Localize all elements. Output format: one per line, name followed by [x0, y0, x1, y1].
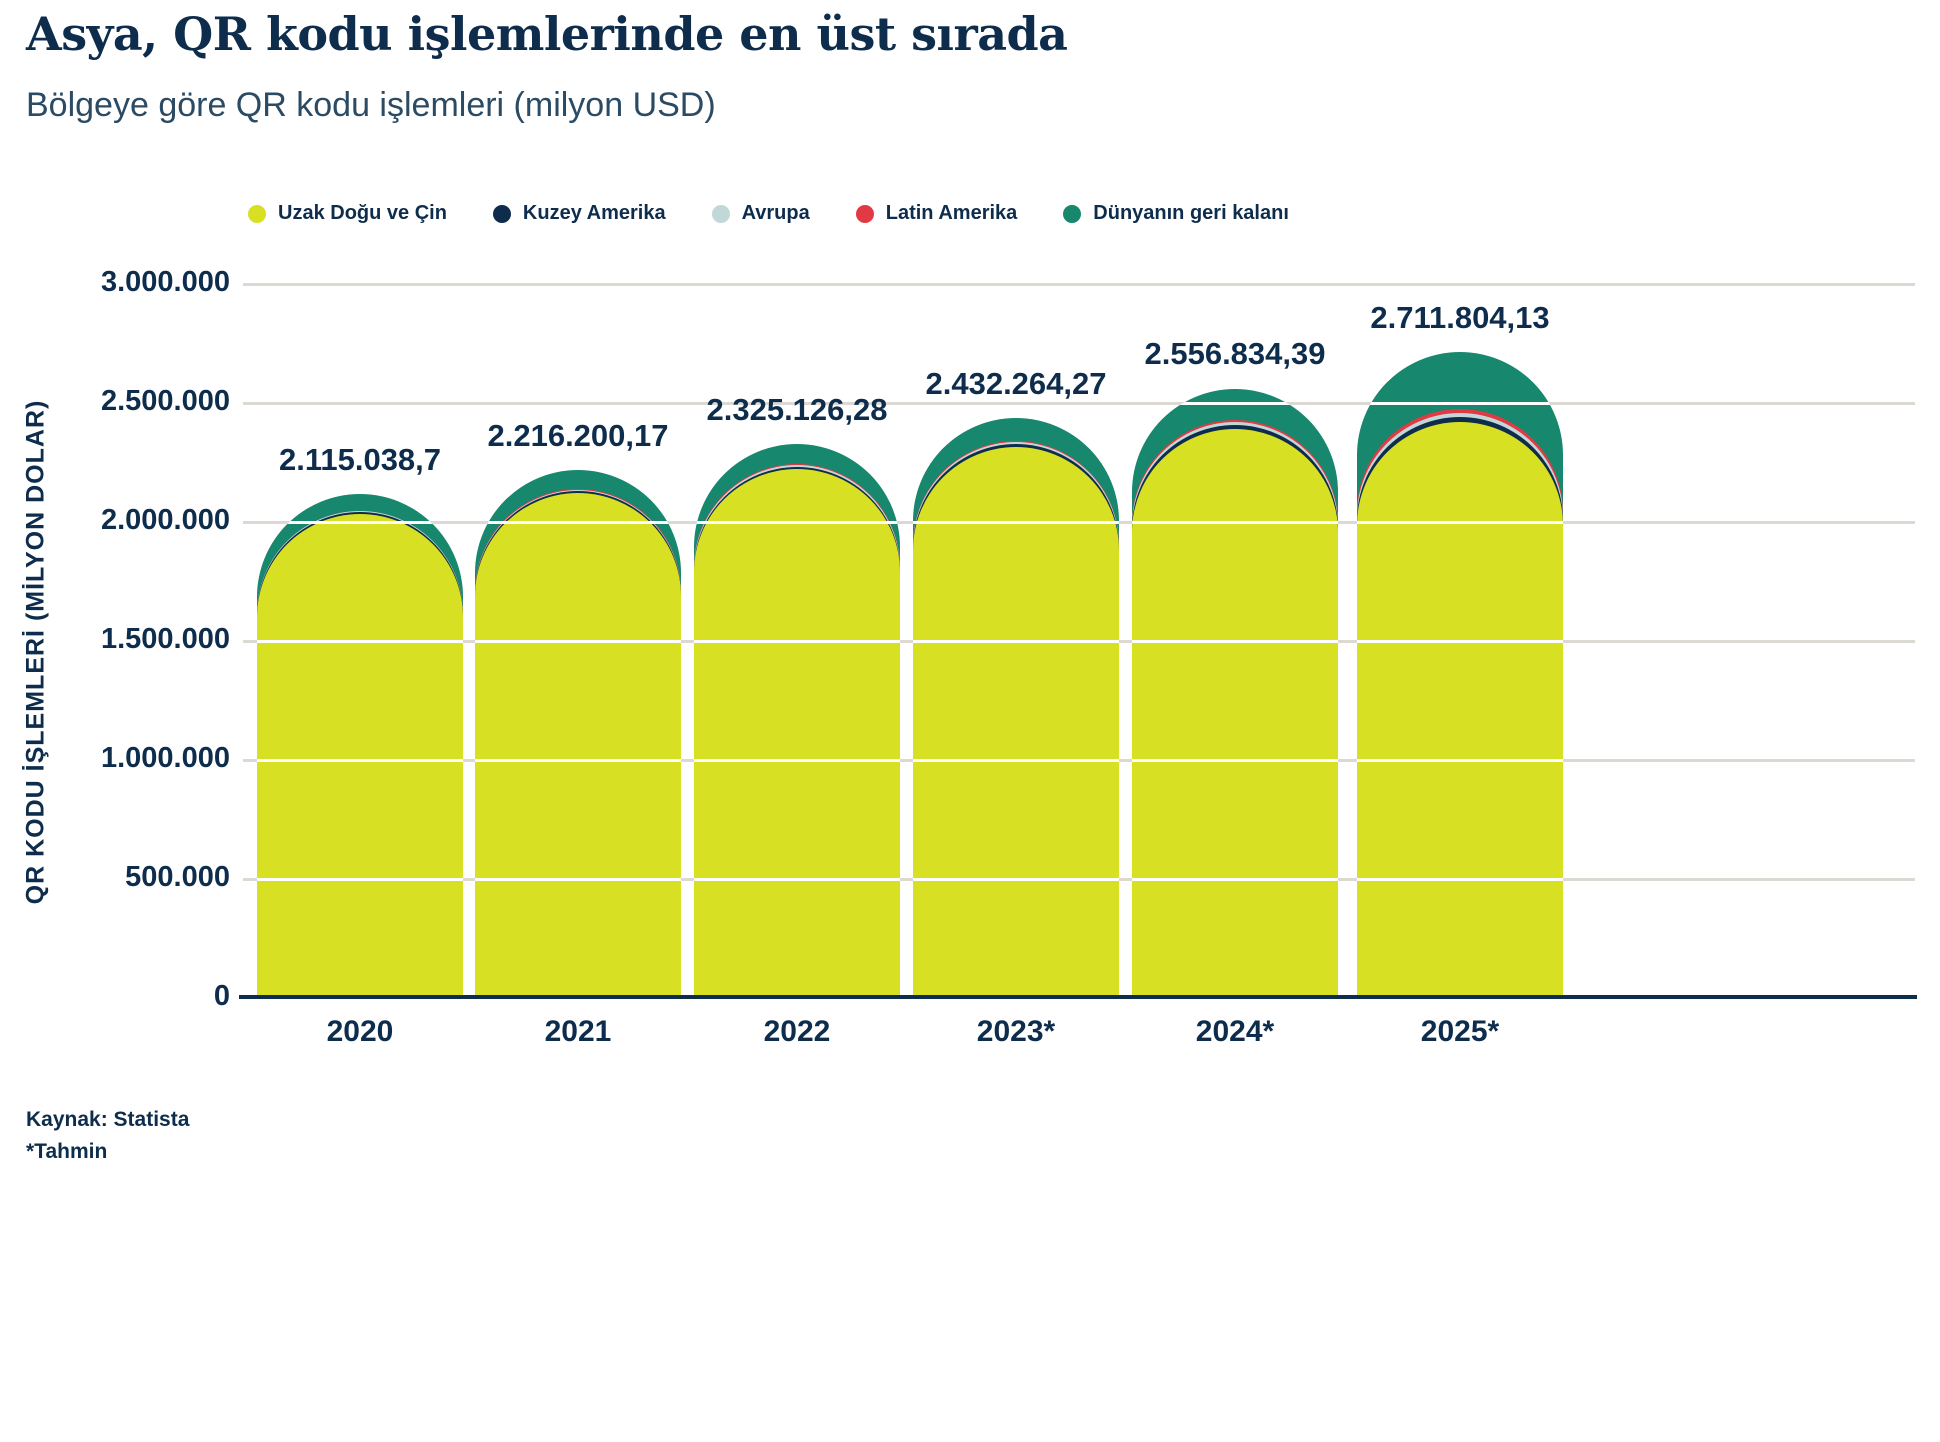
y-tick-label: 2.000.000	[100, 504, 230, 536]
bar-total-label: 2.432.264,27	[925, 366, 1107, 402]
bar-total-label: 2.115.038,7	[278, 441, 442, 477]
page-title: Asya, QR kodu işlemlerinde en üst sırada	[26, 7, 1068, 61]
source-line: Kaynak: Statista	[26, 1108, 190, 1131]
bar-segment	[475, 492, 681, 997]
legend-item-label: Kuzey Amerika	[522, 202, 666, 224]
y-tick-label: 3.000.000	[100, 266, 230, 298]
y-tick-label: 500.000	[125, 861, 230, 893]
legend-item-label: Latin Amerika	[885, 202, 1018, 224]
y-tick-label: 0	[213, 980, 230, 1012]
legend-swatch-icon	[855, 204, 874, 223]
page-subtitle: Bölgeye göre QR kodu işlemleri (milyon U…	[26, 86, 716, 124]
legend-item: Kuzey Amerika	[492, 202, 666, 225]
x-tick-label: 2025*	[1420, 1015, 1500, 1048]
legend-item-label: Avrupa	[741, 202, 810, 224]
y-tick-label: 2.500.000	[100, 385, 230, 417]
legend-item-label: Dünyanın geri kalanı	[1093, 202, 1289, 224]
legend-swatch-icon	[711, 204, 730, 223]
legend-swatch-icon	[1063, 204, 1082, 223]
bar-segment	[1132, 428, 1338, 997]
y-tick-label: 1.000.000	[100, 742, 230, 774]
legend-swatch-icon	[248, 204, 266, 223]
legend-item: Dünyanın geri kalanı	[1063, 202, 1289, 225]
plot-area: 2.115.038,7 2020 2.216.200,17 2021 2.325.126…	[239, 283, 1917, 1048]
x-tick-label: 2023*	[976, 1015, 1056, 1048]
chart-legend: Uzak Doğu ve Çin Kuzey Amerika Avrupa Latin…	[248, 202, 1289, 225]
bar-segment	[1357, 421, 1563, 997]
estimate-note: *Tahmin	[26, 1139, 108, 1163]
bar-total-label: 2.556.834,39	[1144, 336, 1326, 372]
legend-item-label: Uzak Doğu ve Çin	[278, 202, 447, 224]
legend-item: Avrupa	[711, 202, 810, 225]
x-tick-label: 2021	[544, 1015, 612, 1048]
bar-total-label: 2.216.200,17	[487, 417, 669, 453]
bar-total-label: 2.325.126,28	[706, 391, 888, 427]
y-tick-label: 1.500.000	[100, 623, 230, 655]
gridline	[243, 283, 1915, 286]
bar-segment	[257, 513, 463, 997]
bar-segment	[913, 446, 1119, 997]
bar-segment	[694, 468, 900, 997]
x-axis-baseline	[239, 995, 1917, 999]
x-tick-label: 2020	[326, 1015, 394, 1048]
x-tick-label: 2022	[763, 1015, 831, 1048]
legend-swatch-icon	[492, 204, 511, 223]
source-note: Kaynak: Statista *Tahmin	[26, 1104, 189, 1167]
gridline	[243, 402, 1915, 405]
legend-item: Uzak Doğu ve Çin	[248, 202, 447, 225]
bar-total-label: 2.711.804,13	[1370, 299, 1550, 335]
legend-item: Latin Amerika	[855, 202, 1018, 225]
x-tick-label: 2024*	[1195, 1015, 1275, 1048]
